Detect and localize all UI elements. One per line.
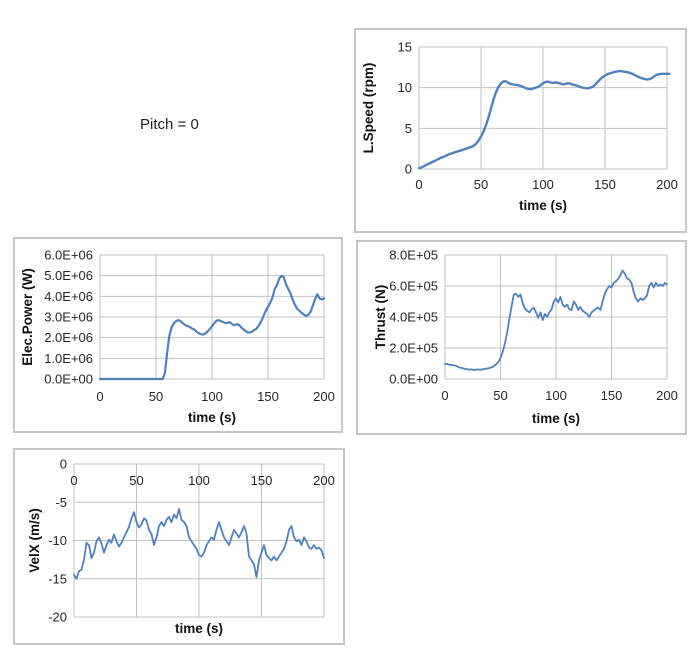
svg-text:200: 200: [656, 177, 678, 192]
svg-text:time (s): time (s): [532, 411, 580, 426]
svg-text:150: 150: [257, 389, 279, 404]
svg-text:time (s): time (s): [188, 410, 236, 425]
svg-text:0: 0: [415, 177, 422, 192]
svg-text:4.0E+06: 4.0E+06: [44, 289, 93, 304]
svg-text:50: 50: [474, 177, 488, 192]
svg-text:50: 50: [149, 389, 163, 404]
svg-text:50: 50: [493, 388, 507, 403]
lspeed-chart: 0 50 100 150 200 0 5 10 15 time (s) L.Speed (rpm): [361, 40, 678, 214]
svg-text:Thrust (N): Thrust (N): [373, 285, 388, 350]
svg-text:0: 0: [70, 473, 77, 488]
svg-text:0: 0: [405, 162, 412, 177]
svg-text:0.0E+00: 0.0E+00: [389, 372, 438, 387]
svg-text:200: 200: [656, 388, 678, 403]
svg-text:15: 15: [398, 40, 412, 55]
chart-panel-thrust: 0 50 100 150 200 0.0E+00 2.0E+05 4.0E+05 6.0E+05…: [356, 240, 687, 435]
svg-text:150: 150: [594, 177, 616, 192]
svg-text:5: 5: [405, 121, 412, 136]
svg-text:4.0E+05: 4.0E+05: [389, 310, 438, 325]
svg-text:150: 150: [601, 388, 623, 403]
svg-text:time (s): time (s): [519, 198, 567, 213]
svg-text:time (s): time (s): [175, 621, 223, 636]
svg-text:100: 100: [201, 389, 223, 404]
chart-panel-lspeed: 0 50 100 150 200 0 5 10 15 time (s) L.Speed (rpm): [354, 28, 687, 233]
svg-text:100: 100: [545, 388, 567, 403]
svg-text:0: 0: [441, 388, 448, 403]
svg-text:50: 50: [129, 473, 143, 488]
svg-text:6.0E+05: 6.0E+05: [389, 279, 438, 294]
svg-text:100: 100: [188, 473, 210, 488]
svg-text:1.0E+06: 1.0E+06: [44, 351, 93, 366]
svg-text:8.0E+05: 8.0E+05: [389, 248, 438, 263]
svg-text:0: 0: [60, 457, 67, 472]
svg-text:150: 150: [251, 473, 273, 488]
pitch-annotation: Pitch = 0: [140, 116, 199, 133]
chart-panel-elec-power: 0 50 100 150 200 0.0E+00 1.0E+06 2.0E+06 3.0E+06…: [13, 237, 343, 433]
svg-text:3.0E+06: 3.0E+06: [44, 310, 93, 325]
elec-power-chart: 0 50 100 150 200 0.0E+00 1.0E+06 2.0E+06 3.0E+06…: [20, 248, 335, 426]
svg-text:200: 200: [313, 473, 335, 488]
svg-text:2.0E+05: 2.0E+05: [389, 341, 438, 356]
svg-text:100: 100: [532, 177, 554, 192]
thrust-chart: 0 50 100 150 200 0.0E+00 2.0E+05 4.0E+05 6.0E+05…: [373, 248, 678, 427]
svg-text:-15: -15: [48, 571, 67, 586]
svg-text:-10: -10: [48, 533, 67, 548]
svg-text:0: 0: [96, 389, 103, 404]
svg-text:-5: -5: [55, 495, 67, 510]
svg-text:200: 200: [313, 389, 335, 404]
svg-text:0.0E+00: 0.0E+00: [44, 372, 93, 387]
svg-text:6.0E+06: 6.0E+06: [44, 248, 93, 263]
svg-text:-20: -20: [48, 610, 67, 625]
svg-text:5.0E+06: 5.0E+06: [44, 268, 93, 283]
chart-panel-velx: 0 50 100 150 200 -20 -15 -10 -5 0 time (s) VelX (m/…: [13, 448, 345, 645]
svg-text:Elec.Power (W): Elec.Power (W): [20, 268, 35, 366]
svg-text:10: 10: [398, 80, 412, 95]
svg-text:VelX (m/s): VelX (m/s): [27, 508, 42, 573]
svg-text:2.0E+06: 2.0E+06: [44, 330, 93, 345]
svg-text:L.Speed (rpm): L.Speed (rpm): [361, 63, 376, 154]
